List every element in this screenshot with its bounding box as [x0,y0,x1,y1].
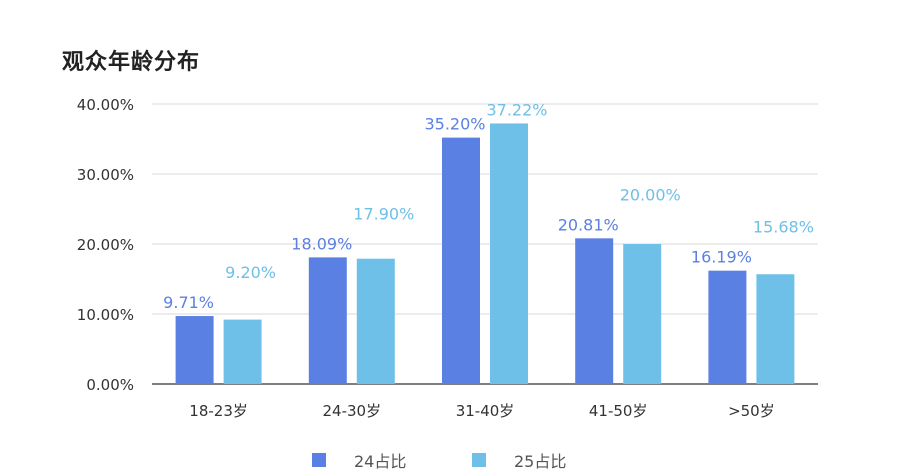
data-label-25: 9.20% [225,263,276,282]
y-tick-label: 40.00% [77,96,134,114]
data-label-24: 16.19% [691,248,752,267]
legend-item-24[interactable]: 24占比 [312,448,406,472]
legend-label-24: 24占比 [354,452,407,471]
bar-25 [490,123,528,385]
bar-25 [623,244,662,384]
legend-item-25[interactable]: 25占比 [472,448,566,472]
y-tick-label: 20.00% [77,236,134,254]
data-label-25: 17.90% [353,204,414,223]
data-label-24: 9.71% [163,293,214,312]
y-tick-label: 0.00% [86,376,134,394]
bar-25 [223,319,262,384]
x-tick-label: >50岁 [728,402,775,420]
legend-swatch-25 [472,453,486,467]
data-label-24: 20.81% [558,215,619,234]
bar-25 [756,274,795,384]
x-tick-label: 41-50岁 [589,402,648,420]
bar-24 [442,137,480,384]
data-label-25: 15.68% [753,218,814,237]
bar-24 [308,257,347,384]
data-label-25: 37.22% [486,100,547,119]
data-label-24: 35.20% [424,115,485,134]
bar-24 [175,316,214,384]
bar-24 [575,238,614,384]
legend-swatch-24 [312,453,326,467]
data-label-25: 20.00% [620,185,681,204]
chart-title: 观众年龄分布 [62,50,201,75]
x-tick-label: 31-40岁 [456,402,515,420]
legend-label-25: 25占比 [514,452,567,471]
y-tick-label: 30.00% [77,166,134,184]
bar-24 [708,270,747,384]
data-label-24: 18.09% [291,234,352,253]
bar-25 [356,258,395,384]
legend: 24占比 25占比 [0,448,900,472]
bar-chart: 0.00% 10.00% 20.00% 30.00% 40.00% 9.71% 9.20% 1… [77,96,818,420]
y-tick-label: 10.00% [77,306,134,324]
x-tick-label: 24-30岁 [323,402,382,420]
x-tick-label: 18-23岁 [189,402,248,420]
